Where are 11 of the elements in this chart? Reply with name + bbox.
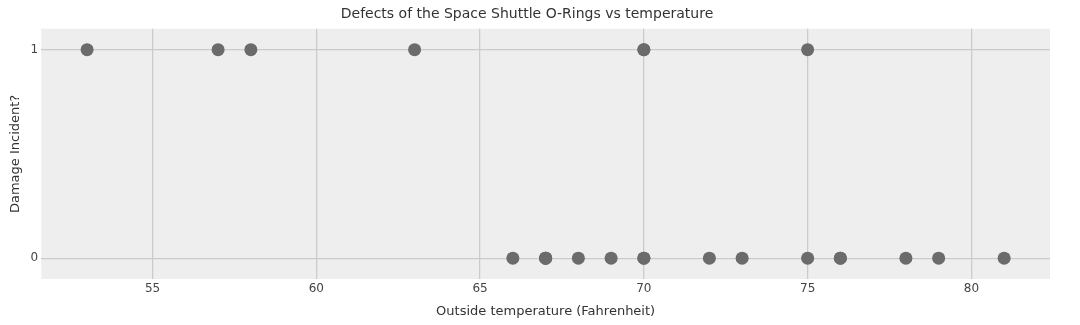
x-tick-label: 60: [308, 281, 324, 296]
y-tick-label: 1: [30, 41, 39, 56]
x-tick-label: 55: [144, 281, 161, 296]
y-axis-title: Damage Incident?: [7, 94, 23, 214]
x-axis-title: Outside temperature (Fahrenheit): [436, 302, 656, 318]
x-tick-label: 65: [472, 281, 488, 296]
y-tick-label: 0: [30, 250, 39, 265]
x-tick-label: 70: [636, 281, 652, 296]
x-tick-label: 75: [799, 281, 816, 296]
chart-title: Defects of the Space Shuttle O-Rings vs temperature: [340, 5, 714, 22]
x-tick-label: 80: [963, 281, 980, 296]
